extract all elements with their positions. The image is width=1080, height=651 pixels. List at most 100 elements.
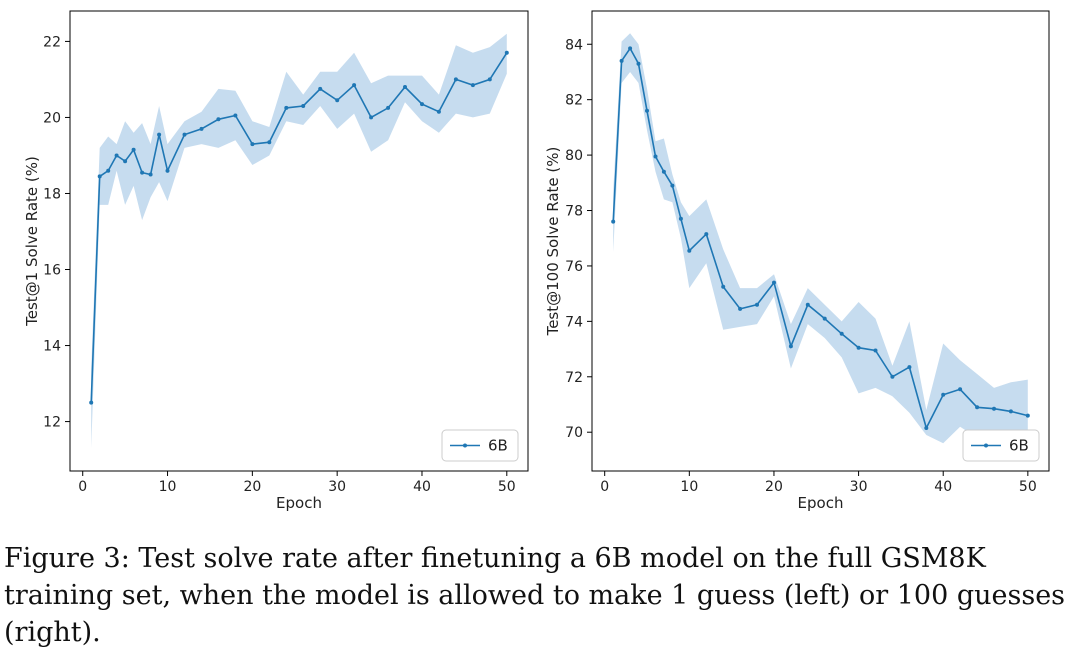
y-tick-label: 72 <box>565 370 583 386</box>
data-point <box>619 58 624 63</box>
data-point <box>148 172 153 177</box>
data-point <box>233 113 238 118</box>
legend-label: 6B <box>1009 437 1029 455</box>
data-point <box>636 61 641 66</box>
data-point <box>907 365 912 370</box>
data-point <box>470 83 475 88</box>
x-tick-label: 20 <box>765 479 783 495</box>
data-point <box>182 132 187 137</box>
series-line-6B <box>612 46 1028 431</box>
x-tick-label: 30 <box>328 479 346 495</box>
y-tick-label: 12 <box>43 415 61 431</box>
data-point <box>199 126 204 131</box>
data-point <box>284 105 289 110</box>
data-point <box>301 104 306 108</box>
chart-test-at-1: 0 10 20 30 40 50 12 14 16 18 20 22 Epoch Test@1 Solve… <box>23 10 529 512</box>
data-point <box>890 374 895 379</box>
series-line-6B <box>90 52 508 403</box>
confidence-band <box>613 33 1028 447</box>
data-point <box>839 331 844 336</box>
y-tick-label: 80 <box>565 148 583 164</box>
data-point <box>106 168 111 173</box>
data-point <box>856 345 861 350</box>
y-tick-label: 74 <box>565 314 583 330</box>
y-tick-label: 20 <box>43 110 61 126</box>
x-tick-label: 0 <box>78 479 87 495</box>
data-point <box>653 154 658 159</box>
data-point <box>670 183 675 188</box>
data-point <box>403 85 407 89</box>
data-point <box>140 170 145 175</box>
data-point <box>992 406 996 411</box>
data-point <box>420 102 424 107</box>
x-tick-label: 0 <box>600 479 609 495</box>
data-point <box>738 306 743 311</box>
figure-caption: Figure 3: Test solve rate after finetuni… <box>4 543 1066 648</box>
data-point <box>755 302 759 307</box>
data-point <box>97 174 102 179</box>
data-point <box>772 280 776 285</box>
data-point <box>941 392 946 397</box>
y-tick-label: 76 <box>565 259 583 275</box>
y-tick-label: 70 <box>565 425 583 441</box>
data-point <box>123 159 128 164</box>
data-point <box>924 426 929 430</box>
x-tick-label: 40 <box>934 479 952 495</box>
data-point <box>687 248 692 253</box>
data-point <box>645 108 649 113</box>
data-point <box>504 50 509 55</box>
data-point <box>386 105 391 110</box>
data-point <box>721 284 726 289</box>
data-point <box>628 46 633 51</box>
x-tick-label: 50 <box>498 479 516 495</box>
y-tick-label: 78 <box>565 204 583 220</box>
data-point <box>958 387 963 392</box>
figure: 0 10 20 30 40 50 12 14 16 18 20 22 Epoch Test@1 Solve… <box>23 10 1050 512</box>
y-axis-label: Test@100 Solve Rate (%) <box>544 147 562 337</box>
data-point <box>1025 413 1030 418</box>
data-point <box>788 344 793 349</box>
data-point <box>436 109 441 114</box>
data-point <box>704 232 709 237</box>
data-point <box>335 98 340 103</box>
data-point <box>369 115 374 120</box>
x-tick-label: 30 <box>850 479 868 495</box>
confidence-band <box>91 33 507 449</box>
data-point <box>250 142 255 147</box>
y-tick-label: 84 <box>565 37 583 53</box>
data-point <box>487 77 492 82</box>
y-tick-label: 14 <box>43 339 61 355</box>
legend-marker <box>984 443 988 448</box>
x-axis-label: Epoch <box>276 494 322 512</box>
data-point <box>611 219 616 224</box>
data-point <box>89 400 94 405</box>
data-point <box>661 169 666 174</box>
chart-test-at-100: 0 10 20 30 40 50 70 72 74 76 78 80 82 84 Epoch Test@100… <box>544 10 1050 512</box>
plot-frame <box>591 10 1050 472</box>
plot-frame <box>69 10 529 472</box>
x-axis-label: Epoch <box>798 494 844 512</box>
x-tick-label: 10 <box>680 479 698 495</box>
data-point <box>216 117 221 122</box>
y-tick-label: 22 <box>43 34 61 50</box>
data-point <box>165 168 170 173</box>
data-point <box>975 405 980 410</box>
x-tick-label: 10 <box>159 479 177 495</box>
y-tick-label: 18 <box>43 186 61 202</box>
data-point <box>453 77 458 82</box>
data-point <box>805 302 810 307</box>
legend-label: 6B <box>488 437 508 455</box>
x-tick-label: 20 <box>243 479 261 495</box>
data-point <box>678 216 683 221</box>
data-point <box>267 140 272 145</box>
data-point <box>157 132 162 137</box>
legend-marker <box>463 443 467 448</box>
data-point <box>318 86 323 91</box>
data-point <box>822 316 827 321</box>
data-point <box>873 348 878 353</box>
data-point <box>1008 409 1013 414</box>
x-tick-label: 40 <box>413 479 431 495</box>
data-point <box>114 153 119 158</box>
data-point <box>131 147 136 152</box>
y-tick-label: 16 <box>43 263 61 279</box>
